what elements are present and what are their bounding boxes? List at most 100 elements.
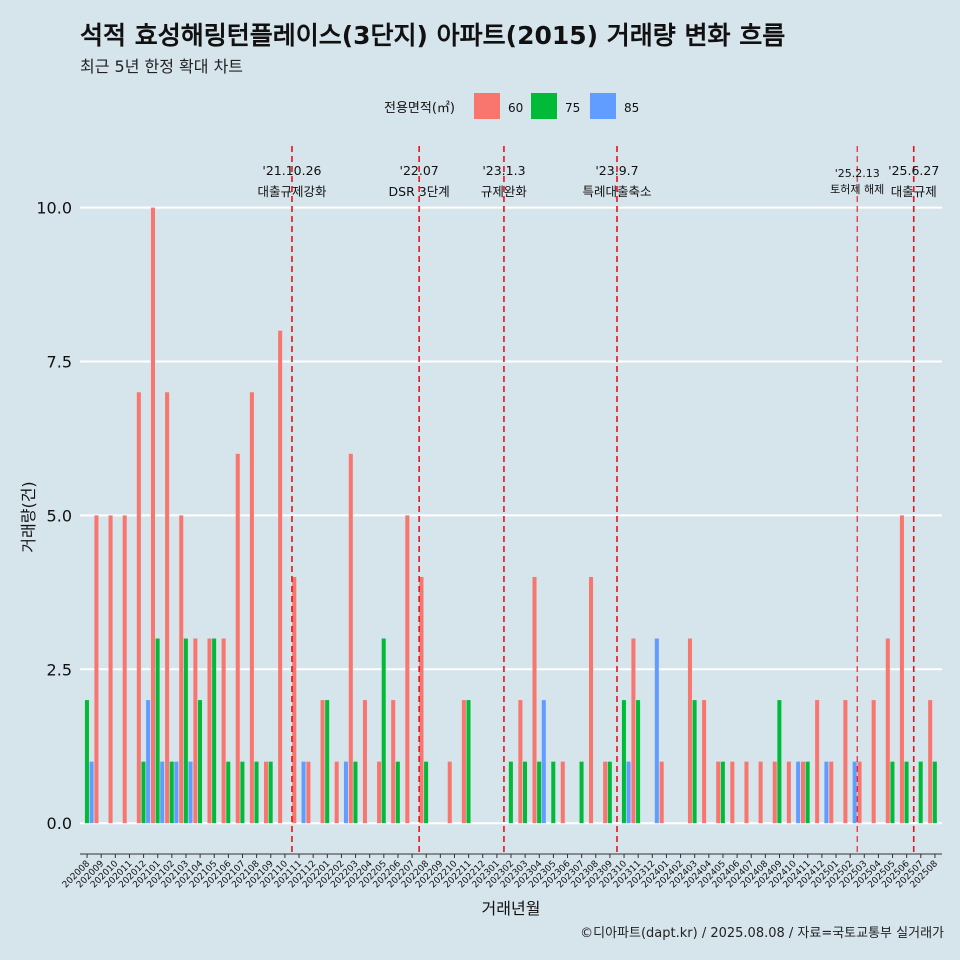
bar-202108-75	[254, 761, 259, 824]
bar-202412-85	[824, 761, 829, 824]
bar-202311-75	[636, 700, 641, 824]
bar-202108-60	[249, 392, 254, 824]
bar-202507-75	[918, 761, 923, 824]
bar-202206-75	[395, 761, 400, 824]
bar-202101-75	[155, 638, 160, 824]
bar-202202-85	[343, 761, 348, 824]
bar-202102-60	[165, 392, 170, 824]
bar-202211-75	[466, 700, 471, 824]
bar-202107-60	[235, 453, 240, 824]
bar-202505-60	[885, 638, 890, 824]
bar-202107-75	[240, 761, 245, 824]
legend-swatch-85	[590, 93, 616, 119]
bar-202502-60	[843, 700, 848, 824]
bar-202105-75	[212, 638, 217, 824]
x-axis-label: 거래년월	[482, 899, 541, 918]
bar-202303-60	[518, 700, 523, 824]
bar-202012-75	[141, 761, 146, 824]
bar-202008-75	[84, 700, 89, 824]
bar-202202-60	[334, 761, 339, 824]
bar-202410-85	[796, 761, 801, 824]
bar-202401-60	[659, 761, 664, 824]
bar-202305-75	[551, 761, 556, 824]
bar-202311-60	[631, 638, 636, 824]
legend-swatch-60	[474, 93, 500, 119]
bar-202205-60	[377, 761, 382, 824]
event-label: 규제완화	[481, 184, 528, 199]
legend-label-75: 75	[565, 101, 580, 115]
bar-202503-60	[857, 761, 862, 824]
bar-202103-85	[188, 761, 193, 824]
legend-label-85: 85	[624, 101, 639, 115]
bar-202010-60	[108, 515, 113, 824]
bar-202208-60	[419, 576, 424, 824]
bar-202303-75	[522, 761, 528, 824]
event-label: 대출규제	[891, 184, 937, 199]
bar-202207-60	[405, 515, 410, 824]
chart-title: 석적 효성해링턴플레이스(3단지) 아파트(2015) 거래량 변화 흐름	[80, 21, 786, 50]
bar-202009-60	[94, 515, 99, 824]
bar-202411-75	[805, 761, 810, 824]
bar-202508-60	[928, 700, 933, 824]
bar-202111-60	[292, 576, 297, 824]
event-label: 대출규제강화	[257, 184, 327, 199]
event-label: 토허제 해제	[830, 182, 884, 196]
bar-202101-60	[150, 207, 155, 824]
bar-202501-60	[829, 761, 834, 824]
bar-202104-60	[193, 638, 198, 824]
bar-202102-75	[169, 761, 174, 824]
bar-202306-60	[560, 761, 565, 824]
bar-202407-60	[744, 761, 749, 824]
bar-202011-60	[122, 515, 127, 824]
event-date: '21.10.26	[262, 163, 321, 178]
y-axis-label: 거래량(건)	[19, 481, 38, 552]
bar-202210-60	[447, 761, 452, 824]
bar-202312-85	[654, 638, 659, 824]
y-tick-label: 5.0	[47, 506, 72, 525]
legend-title: 전용면적(㎡)	[384, 101, 455, 116]
bar-202109-60	[264, 761, 269, 824]
bar-202411-60	[800, 761, 806, 824]
bar-202403-60	[687, 638, 692, 824]
bar-202304-85	[541, 700, 546, 824]
bar-202204-60	[362, 700, 367, 824]
bar-202302-75	[508, 761, 513, 824]
y-tick-label: 0.0	[47, 814, 72, 833]
bar-202412-60	[815, 700, 820, 824]
bar-202502-85	[852, 761, 857, 824]
bar-202406-60	[730, 761, 735, 824]
bar-202508-75	[932, 761, 937, 824]
bar-202309-60	[603, 761, 608, 824]
bar-202506-60	[899, 515, 904, 824]
bar-202404-60	[702, 700, 707, 824]
bar-202504-60	[871, 700, 876, 824]
bar-202101-85	[160, 761, 165, 824]
bar-202308-60	[589, 576, 594, 824]
bar-202012-85	[146, 700, 151, 824]
event-label: 특례대출축소	[582, 184, 651, 199]
bar-202409-60	[772, 761, 777, 824]
bar-202012-60	[136, 392, 141, 824]
bar-202310-85	[626, 761, 631, 824]
bar-202103-75	[183, 638, 188, 824]
bar-202102-85	[174, 761, 179, 824]
bar-202203-60	[348, 453, 353, 824]
bar-202403-75	[692, 700, 697, 824]
bar-202201-75	[325, 700, 330, 824]
bar-202106-75	[226, 761, 231, 824]
bar-202201-60	[320, 700, 325, 824]
event-date: '25.2.13	[835, 167, 880, 180]
y-tick-label: 7.5	[47, 352, 72, 371]
bar-202309-75	[607, 761, 612, 824]
bar-202109-75	[268, 761, 273, 824]
bar-202310-75	[621, 700, 626, 824]
bar-202304-60	[532, 576, 537, 824]
bar-202110-60	[278, 330, 283, 824]
bar-202104-75	[197, 700, 203, 824]
bar-202103-60	[179, 515, 184, 824]
event-label: DSR 3단계	[389, 184, 450, 199]
bar-202409-75	[777, 700, 782, 824]
bar-202008-85	[89, 761, 94, 824]
legend: 전용면적(㎡) 60 75 85	[384, 93, 639, 119]
